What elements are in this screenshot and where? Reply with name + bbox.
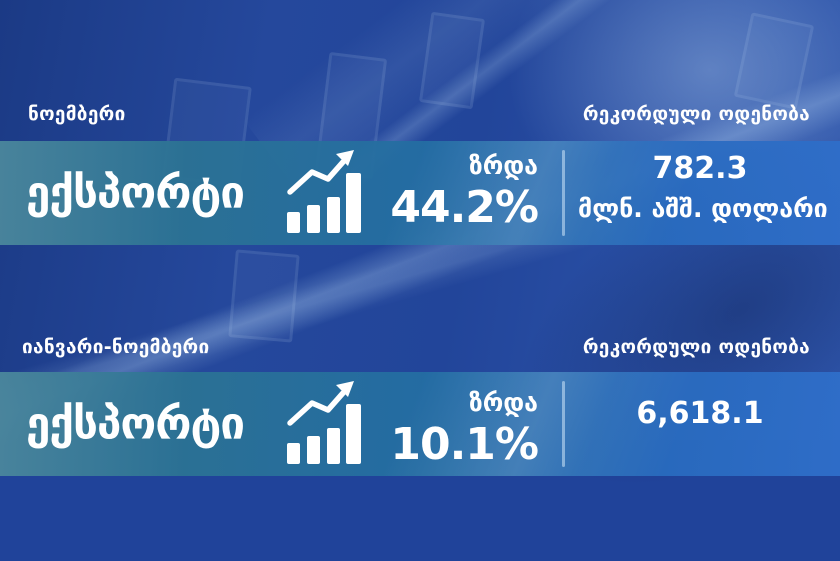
- record-amount-label: რეკორდული ოდენობა: [582, 103, 810, 125]
- export-title: ექსპორტი: [26, 167, 245, 219]
- record-amount-label: რეკორდული ოდენობა: [582, 336, 810, 358]
- export-title: ექსპორტი: [26, 398, 245, 450]
- growth-block: ზრდა 44.2%: [352, 151, 539, 233]
- vertical-divider: [562, 381, 565, 467]
- record-amount-block: 6,618.1: [578, 397, 822, 431]
- section-2-label-row: იანვარი-ნოემბერი რეკორდული ოდენობა: [22, 336, 810, 358]
- bar-chart-rising-arrow-icon: [287, 150, 361, 233]
- growth-value: 10.1%: [390, 419, 539, 470]
- amount-unit: მლნ. აშშ. დოლარი: [578, 194, 828, 223]
- stat-band-november: ექსპორტი ზრდა 44.2% 782.3 მლნ. აშშ. დოლა…: [0, 141, 840, 245]
- bar-chart-rising-arrow-icon: [287, 381, 361, 464]
- stat-band-january-november: ექსპორტი ზრდა 10.1% 6,618.1: [0, 372, 840, 476]
- vertical-divider: [562, 150, 565, 236]
- growth-label: ზრდა: [468, 151, 538, 180]
- growth-label: ზრდა: [468, 388, 538, 417]
- period-label: ნოემბერი: [28, 103, 126, 125]
- period-label: იანვარი-ნოემბერი: [22, 336, 210, 358]
- amount-value: 782.3: [652, 151, 748, 186]
- section-1-label-row: ნოემბერი რეკორდული ოდენობა: [28, 103, 810, 125]
- growth-value: 44.2%: [390, 182, 539, 233]
- growth-block: ზრდა 10.1%: [352, 388, 539, 470]
- amount-value: 6,618.1: [636, 396, 764, 431]
- record-amount-block: 782.3 მლნ. აშშ. დოლარი: [578, 151, 828, 224]
